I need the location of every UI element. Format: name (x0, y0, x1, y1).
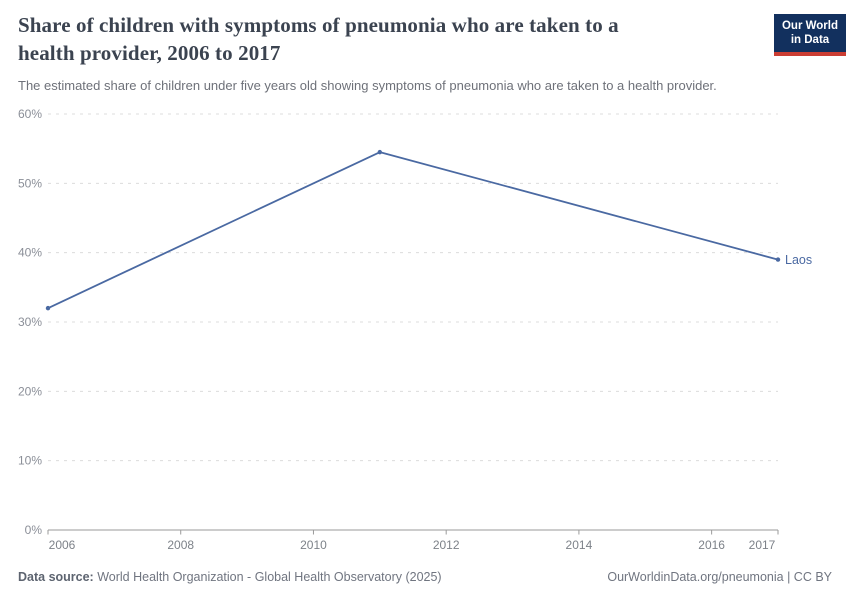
y-tick-label-60: 60% (18, 107, 42, 121)
y-tick-label-20: 20% (18, 384, 42, 398)
owid-logo: Our World in Data (774, 14, 846, 57)
x-axis-group: 2006 2008 2010 2012 2014 2016 2017 (47, 529, 779, 552)
chart-title-line2: health provider, 2006 to 2017 (18, 40, 281, 65)
y-tick-label-10: 10% (18, 454, 42, 468)
series-line-laos (47, 151, 779, 310)
y-tick-label-0: 0% (25, 523, 43, 537)
x-tick-label-2006: 2006 (49, 538, 76, 552)
x-tick-label-2014: 2014 (566, 538, 593, 552)
chart-title: Share of children with symptoms of pneum… (18, 12, 619, 67)
x-tick-label-2010: 2010 (300, 538, 327, 552)
y-axis-labels-group: 0% 10% 20% 30% 40% 50% 60% (18, 107, 42, 537)
y-tick-label-50: 50% (18, 176, 42, 190)
license-note: OurWorldinData.org/pneumonia | CC BY (607, 570, 832, 584)
data-source-label: Data source: (18, 570, 94, 584)
x-tick-label-2016: 2016 (698, 538, 725, 552)
chart-subtitle: The estimated share of children under fi… (18, 78, 717, 93)
data-source-text: World Health Organization - Global Healt… (97, 570, 442, 584)
owid-logo-line1: Our World (781, 20, 838, 32)
y-tick-label-40: 40% (18, 246, 42, 260)
series-end-label-laos: Laos (785, 253, 812, 267)
data-point-laos-2006 (45, 305, 51, 311)
series-group: Laos (45, 149, 812, 311)
x-tick-label-2017: 2017 (749, 538, 776, 552)
data-point-laos-2011 (377, 149, 383, 155)
y-tick-label-30: 30% (18, 315, 42, 329)
chart-title-line1: Share of children with symptoms of pneum… (18, 13, 619, 37)
data-source-note: Data source: World Health Organization -… (18, 570, 442, 584)
gridlines-group (48, 113, 778, 462)
x-tick-label-2008: 2008 (167, 538, 194, 552)
owid-logo-line2: in Data (790, 33, 830, 46)
data-point-laos-2017 (775, 257, 781, 262)
x-tick-label-2012: 2012 (433, 538, 460, 552)
